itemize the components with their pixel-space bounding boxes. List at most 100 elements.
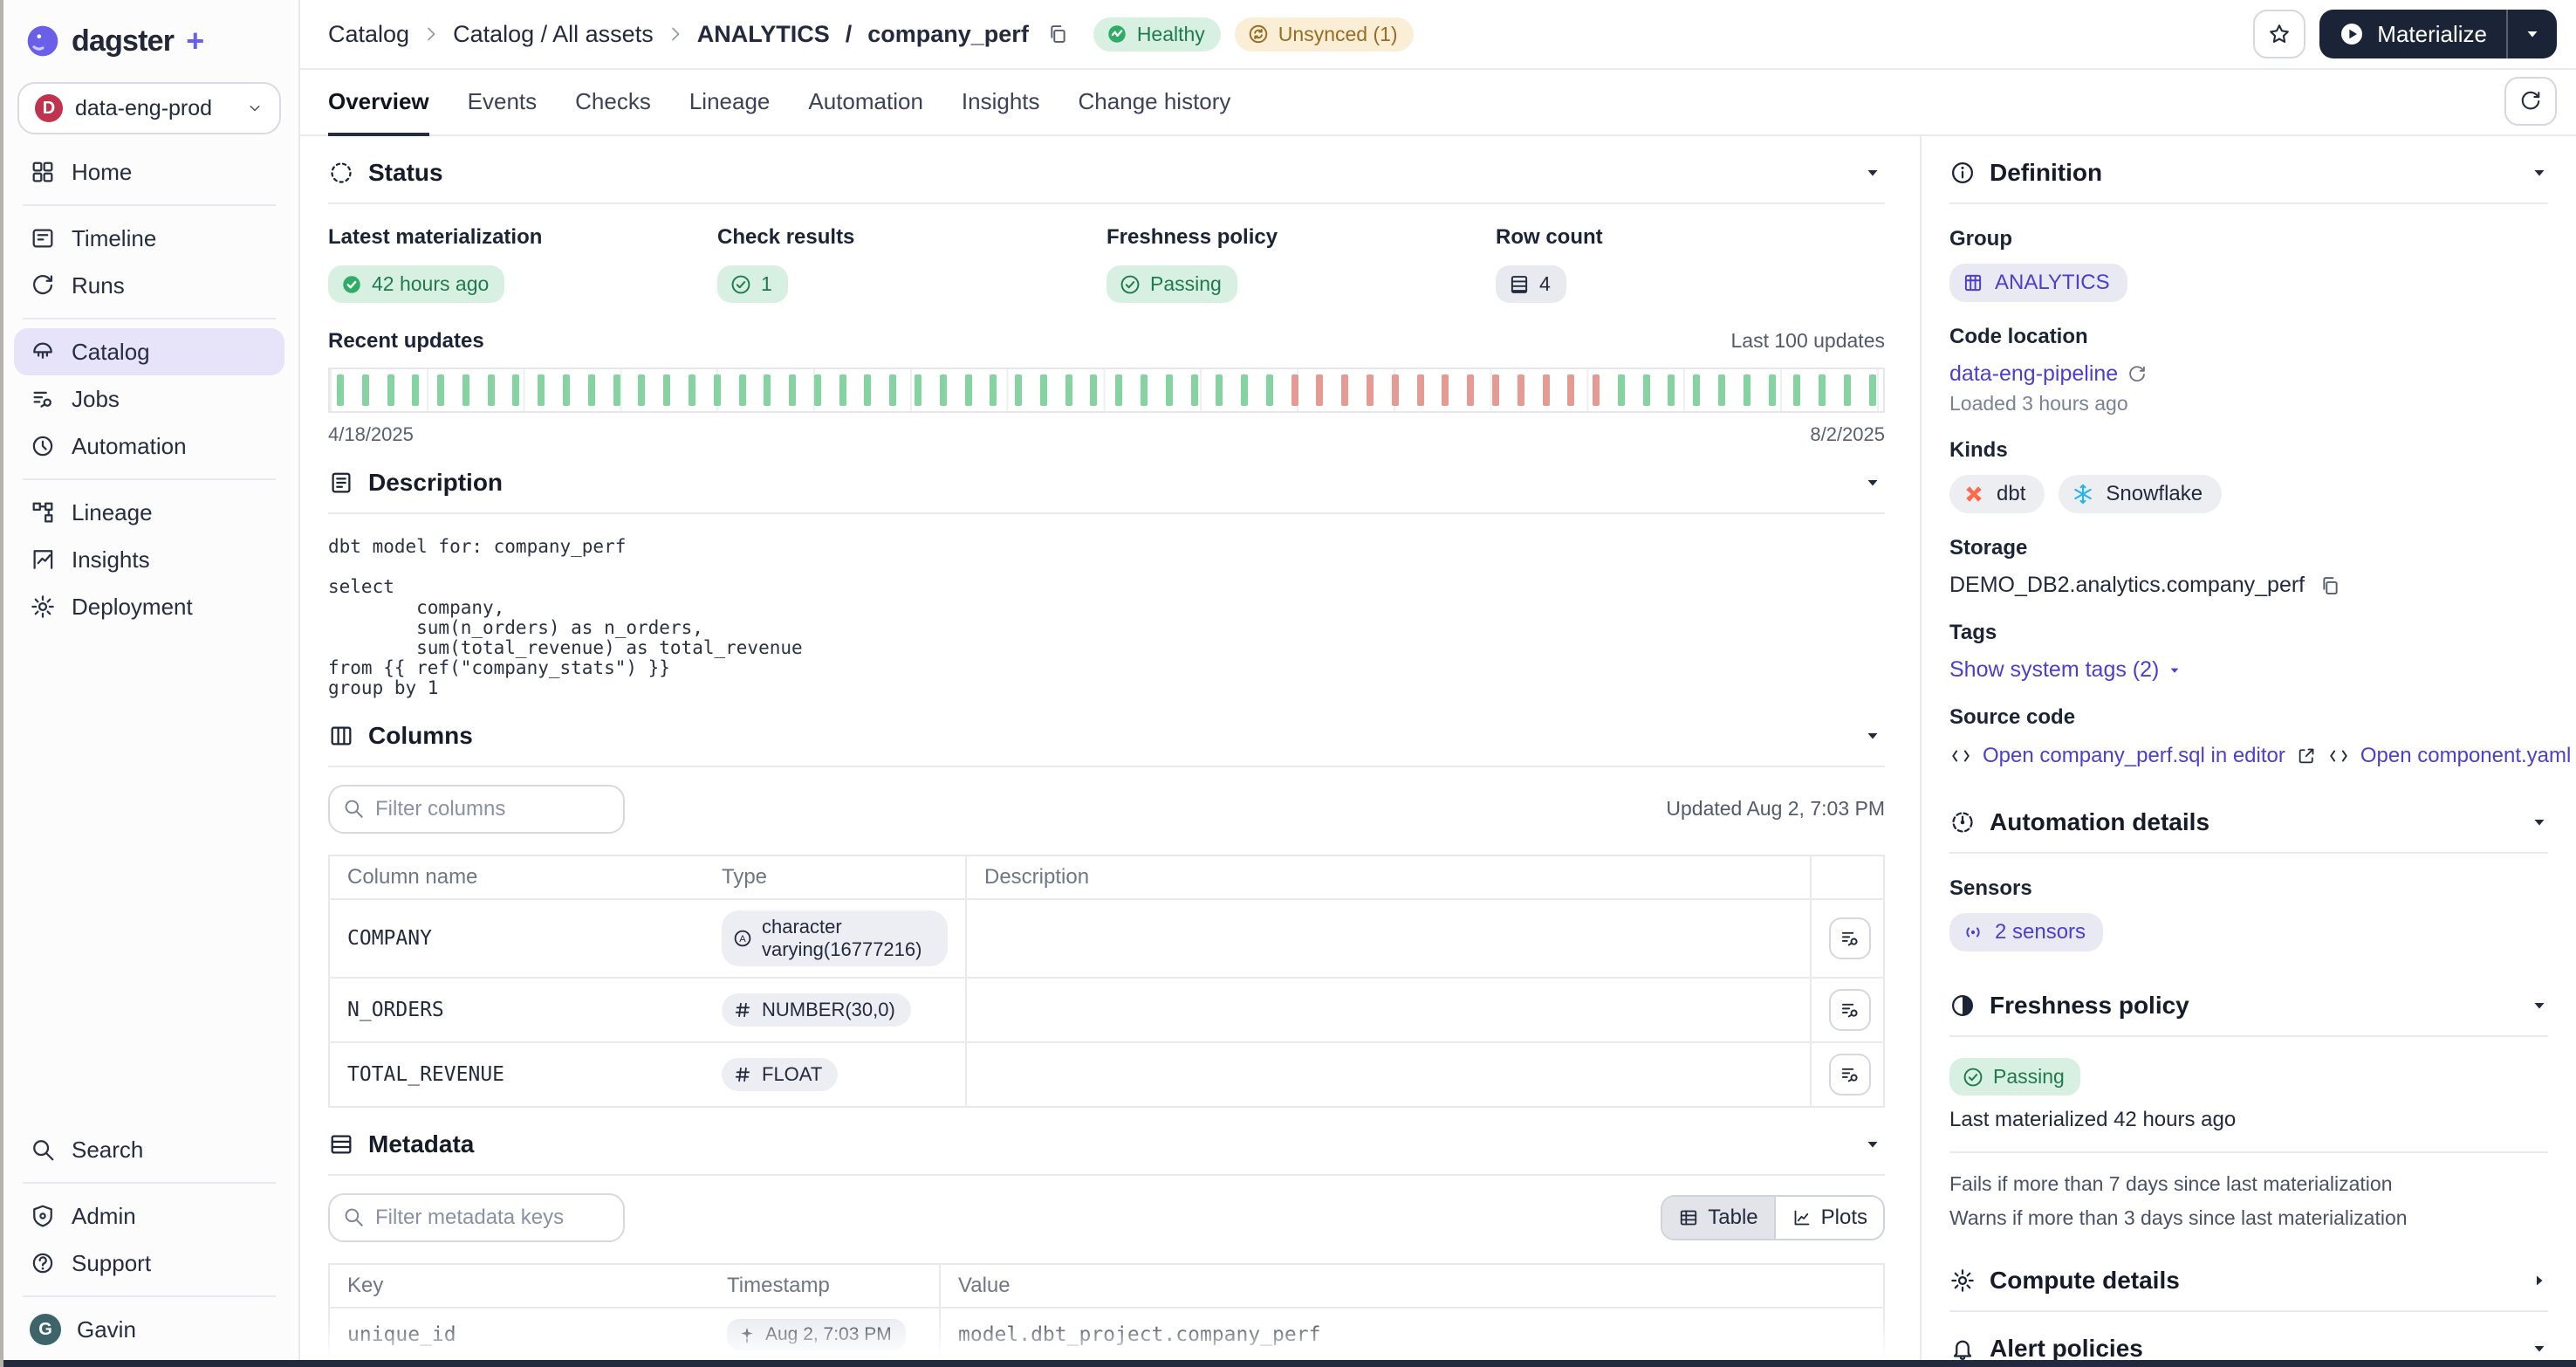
update-bar-success[interactable] [1693, 374, 1701, 406]
kind-dbt[interactable]: dbt [1949, 475, 2045, 513]
tab-insights[interactable]: Insights [961, 88, 1040, 114]
update-bar-success[interactable] [1617, 374, 1625, 406]
update-bar-success[interactable] [1241, 374, 1249, 406]
update-bar-success[interactable] [1868, 374, 1876, 406]
group-chip[interactable]: ANALYTICS [1949, 264, 2127, 302]
update-bar-success[interactable] [688, 374, 695, 406]
code-location-link[interactable]: data-eng-pipeline [1949, 361, 2119, 386]
update-bar-success[interactable] [764, 374, 771, 406]
tab-lineage[interactable]: Lineage [689, 88, 771, 114]
column-lineage-button[interactable] [1829, 988, 1871, 1031]
sidebar-item-runs[interactable]: Runs [14, 262, 284, 309]
copy-asset-name-icon[interactable] [1046, 23, 1069, 45]
update-bar-success[interactable] [1768, 374, 1776, 406]
update-bar-failed[interactable] [1442, 374, 1449, 406]
tab-overview[interactable]: Overview [328, 88, 429, 135]
tab-events[interactable]: Events [467, 88, 538, 114]
update-bar-success[interactable] [412, 374, 420, 406]
favorite-button[interactable] [2253, 10, 2306, 58]
update-bar-success[interactable] [538, 374, 545, 406]
update-bar-success[interactable] [663, 374, 671, 406]
sidebar-item-insights[interactable]: Insights [14, 536, 284, 583]
update-bar-failed[interactable] [1391, 374, 1399, 406]
update-bar-success[interactable] [864, 374, 872, 406]
update-bar-success[interactable] [1065, 374, 1072, 406]
update-bar-success[interactable] [337, 374, 344, 406]
collapse-caret-icon[interactable] [1864, 164, 1881, 182]
metadata-filter-input[interactable] [328, 1192, 625, 1242]
open-sql-link[interactable]: Open company_perf.sql in editor [1983, 744, 2285, 767]
stat-value-badge[interactable]: 4 [1496, 265, 1566, 303]
compute-details-header[interactable]: Compute details [1949, 1244, 2548, 1312]
update-bar-success[interactable] [563, 374, 571, 406]
collapse-caret-icon[interactable] [2531, 164, 2548, 182]
update-bar-success[interactable] [1115, 374, 1123, 406]
sidebar-item-search[interactable]: Search [14, 1126, 284, 1173]
update-bar-success[interactable] [1793, 374, 1801, 406]
update-bar-success[interactable] [1015, 374, 1023, 406]
update-bar-success[interactable] [939, 374, 947, 406]
update-bar-success[interactable] [813, 374, 821, 406]
metadata-timestamp-badge[interactable]: Aug 2, 7:03 PM [727, 1318, 906, 1350]
update-bar-success[interactable] [437, 374, 445, 406]
tab-checks[interactable]: Checks [575, 88, 651, 114]
sidebar-item-home[interactable]: Home [14, 148, 284, 196]
update-bar-success[interactable] [462, 374, 469, 406]
asset-group-name[interactable]: ANALYTICS [696, 20, 830, 47]
sidebar-item-timeline[interactable]: Timeline [14, 215, 284, 262]
stat-value-badge[interactable]: 1 [717, 265, 788, 303]
update-bar-success[interactable] [1190, 374, 1198, 406]
sidebar-item-support[interactable]: Support [14, 1240, 284, 1287]
columns-filter-input[interactable] [328, 784, 625, 834]
materialize-button[interactable]: Materialize [2319, 10, 2557, 58]
sidebar-item-jobs[interactable]: Jobs [14, 375, 284, 422]
update-bar-failed[interactable] [1416, 374, 1424, 406]
update-bar-success[interactable] [1743, 374, 1750, 406]
update-bar-success[interactable] [1090, 374, 1098, 406]
sidebar-item-automation[interactable]: Automation [14, 422, 284, 470]
materialize-dropdown-button[interactable] [2506, 10, 2557, 58]
open-yaml-link[interactable]: Open component.yaml in editor [2360, 744, 2576, 767]
show-system-tags-link[interactable]: Show system tags (2) [1949, 657, 2182, 683]
update-bar-success[interactable] [387, 374, 394, 406]
breadcrumb-all-assets[interactable]: Catalog / All assets [453, 20, 654, 47]
update-bar-success[interactable] [713, 374, 721, 406]
update-bar-failed[interactable] [1517, 374, 1524, 406]
collapse-caret-icon[interactable] [2531, 1340, 2548, 1357]
update-bar-success[interactable] [1717, 374, 1725, 406]
collapse-caret-icon[interactable] [1864, 727, 1881, 745]
update-bar-success[interactable] [738, 374, 746, 406]
update-bar-success[interactable] [789, 374, 797, 406]
workspace-selector[interactable]: D data-eng-prod [17, 82, 281, 134]
update-bar-failed[interactable] [1567, 374, 1575, 406]
update-bar-success[interactable] [914, 374, 921, 406]
toggle-plots-view[interactable]: Plots [1773, 1196, 1883, 1239]
collapse-caret-icon[interactable] [1864, 474, 1881, 491]
update-bar-failed[interactable] [1491, 374, 1499, 406]
sensors-chip[interactable]: 2 sensors [1949, 913, 2104, 951]
update-bar-failed[interactable] [1542, 374, 1550, 406]
update-bar-failed[interactable] [1367, 374, 1374, 406]
update-bar-success[interactable] [613, 374, 620, 406]
stat-value-badge[interactable]: Passing [1106, 265, 1237, 303]
tab-change-history[interactable]: Change history [1078, 88, 1231, 114]
column-lineage-button[interactable] [1829, 1053, 1871, 1096]
update-bar-success[interactable] [1843, 374, 1851, 406]
sidebar-item-deployment[interactable]: Deployment [14, 583, 284, 630]
update-bar-success[interactable] [587, 374, 595, 406]
update-bar-success[interactable] [1668, 374, 1675, 406]
update-bar-success[interactable] [839, 374, 846, 406]
refresh-button[interactable] [2504, 77, 2557, 126]
breadcrumb-catalog[interactable]: Catalog [328, 20, 410, 47]
collapse-caret-icon[interactable] [2531, 997, 2548, 1014]
tab-automation[interactable]: Automation [808, 88, 923, 114]
reload-code-location-icon[interactable] [2127, 364, 2148, 385]
update-bar-success[interactable] [1265, 374, 1273, 406]
update-bar-success[interactable] [638, 374, 646, 406]
update-bar-success[interactable] [361, 374, 369, 406]
user-menu[interactable]: G Gavin [14, 1306, 284, 1353]
update-bar-success[interactable] [1141, 374, 1148, 406]
health-status-badge[interactable]: Healthy [1093, 17, 1221, 52]
kind-snowflake[interactable]: Snowflake [2059, 475, 2223, 513]
copy-storage-icon[interactable] [2319, 574, 2341, 597]
